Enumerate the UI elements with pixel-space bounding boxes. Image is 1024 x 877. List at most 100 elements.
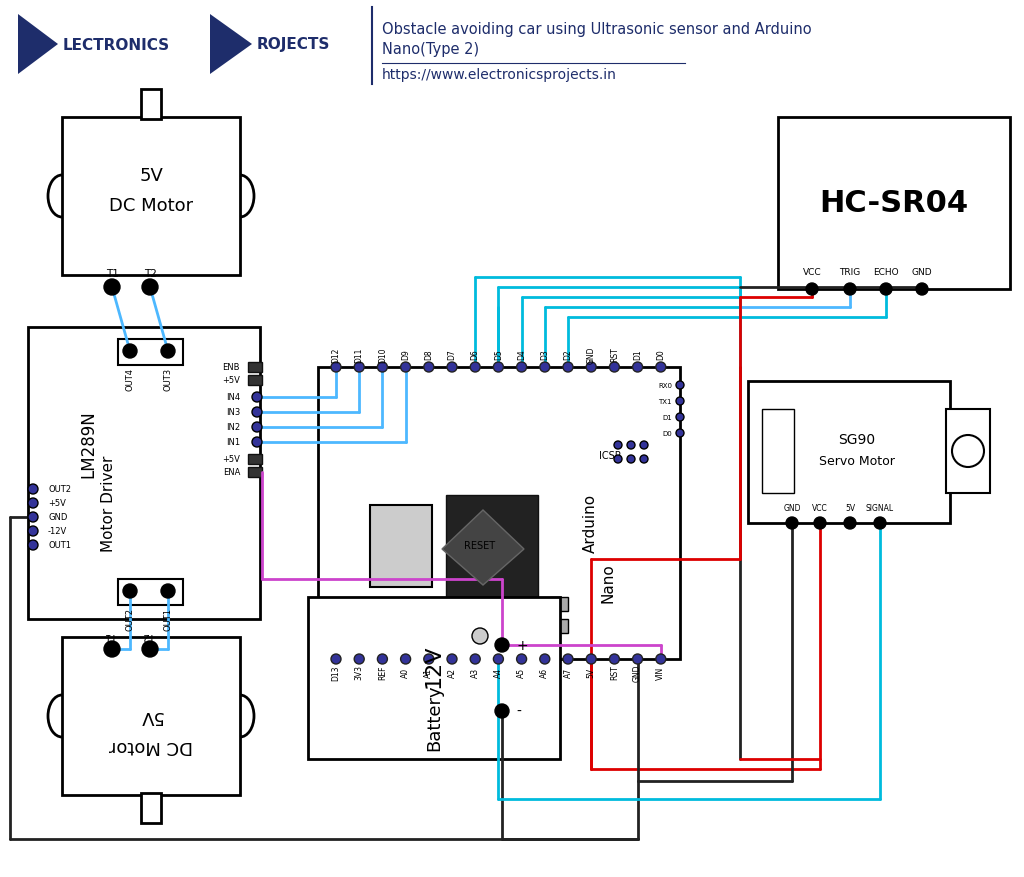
Text: IN4: IN4 bbox=[226, 393, 240, 402]
Circle shape bbox=[424, 654, 434, 664]
Bar bbox=[248, 362, 262, 373]
Bar bbox=[248, 375, 262, 386]
Polygon shape bbox=[442, 510, 524, 585]
Text: T1: T1 bbox=[105, 268, 119, 279]
Circle shape bbox=[655, 654, 666, 664]
Text: TX1: TX1 bbox=[658, 398, 672, 404]
Text: +5V: +5V bbox=[48, 499, 66, 508]
Text: T2: T2 bbox=[143, 631, 157, 640]
Circle shape bbox=[952, 436, 984, 467]
Circle shape bbox=[142, 641, 158, 657]
Polygon shape bbox=[210, 15, 252, 75]
Text: TRIG: TRIG bbox=[840, 268, 860, 277]
Circle shape bbox=[28, 484, 38, 495]
Circle shape bbox=[633, 654, 643, 664]
Text: OUT1: OUT1 bbox=[48, 541, 71, 550]
Text: D2: D2 bbox=[563, 349, 572, 360]
Bar bbox=[248, 454, 262, 465]
Text: IN2: IN2 bbox=[226, 423, 240, 432]
Text: D10: D10 bbox=[378, 347, 387, 362]
Circle shape bbox=[563, 362, 573, 373]
Bar bbox=[118, 339, 183, 366]
Bar bbox=[141, 793, 161, 823]
Text: GND: GND bbox=[633, 664, 642, 681]
Text: A7: A7 bbox=[563, 667, 572, 677]
Text: ICSP: ICSP bbox=[599, 451, 621, 460]
Text: 12V: 12V bbox=[424, 644, 444, 687]
Circle shape bbox=[586, 362, 596, 373]
Text: A0: A0 bbox=[401, 667, 410, 677]
Text: D5: D5 bbox=[494, 349, 503, 360]
Text: ENB: ENB bbox=[222, 363, 240, 372]
Circle shape bbox=[378, 654, 387, 664]
Circle shape bbox=[123, 584, 137, 598]
Text: GND: GND bbox=[48, 513, 68, 522]
Text: 5V: 5V bbox=[139, 167, 163, 185]
Circle shape bbox=[447, 654, 457, 664]
Bar bbox=[550, 619, 568, 633]
Text: HC-SR04: HC-SR04 bbox=[819, 189, 969, 218]
Polygon shape bbox=[18, 15, 58, 75]
Circle shape bbox=[494, 654, 504, 664]
Text: D4: D4 bbox=[517, 349, 526, 360]
Circle shape bbox=[28, 526, 38, 537]
Text: OUT4: OUT4 bbox=[126, 367, 134, 390]
Text: ROJECTS: ROJECTS bbox=[257, 38, 331, 53]
Circle shape bbox=[814, 517, 826, 530]
Circle shape bbox=[786, 517, 798, 530]
Text: D0: D0 bbox=[656, 349, 666, 360]
Circle shape bbox=[540, 362, 550, 373]
Circle shape bbox=[640, 441, 648, 450]
Circle shape bbox=[609, 654, 620, 664]
Text: DC Motor: DC Motor bbox=[109, 196, 194, 215]
Text: -12V: -12V bbox=[48, 527, 68, 536]
Text: SIGNAL: SIGNAL bbox=[866, 504, 894, 513]
Circle shape bbox=[586, 654, 596, 664]
Circle shape bbox=[161, 584, 175, 598]
Text: LECTRONICS: LECTRONICS bbox=[63, 38, 170, 53]
Text: +: + bbox=[516, 638, 527, 652]
Bar bbox=[62, 638, 240, 795]
Circle shape bbox=[844, 283, 856, 296]
Text: GND: GND bbox=[911, 268, 932, 277]
Text: D7: D7 bbox=[447, 349, 457, 360]
Text: RST: RST bbox=[610, 665, 618, 680]
Bar bbox=[318, 367, 680, 660]
Text: OUT3: OUT3 bbox=[164, 367, 172, 390]
Bar bbox=[466, 623, 494, 650]
Text: T1: T1 bbox=[105, 631, 119, 640]
Circle shape bbox=[516, 654, 526, 664]
Text: 5V: 5V bbox=[845, 504, 855, 513]
Circle shape bbox=[123, 345, 137, 359]
Bar bbox=[141, 90, 161, 120]
Circle shape bbox=[354, 362, 365, 373]
Text: GND: GND bbox=[783, 504, 801, 513]
Circle shape bbox=[614, 441, 622, 450]
Text: Arduino: Arduino bbox=[583, 493, 597, 552]
Circle shape bbox=[472, 628, 488, 645]
Text: D6: D6 bbox=[471, 349, 479, 360]
Circle shape bbox=[676, 381, 684, 389]
Text: A1: A1 bbox=[424, 667, 433, 677]
Text: SG90: SG90 bbox=[839, 432, 876, 446]
Bar bbox=[778, 118, 1010, 289]
Circle shape bbox=[400, 362, 411, 373]
Text: DC Motor: DC Motor bbox=[109, 736, 194, 754]
Circle shape bbox=[354, 654, 365, 664]
Text: D3: D3 bbox=[541, 349, 549, 360]
Text: RESET: RESET bbox=[465, 540, 496, 551]
Text: IN1: IN1 bbox=[226, 438, 240, 447]
Text: D1: D1 bbox=[663, 415, 672, 420]
Text: VIN: VIN bbox=[656, 666, 666, 679]
Text: ECHO: ECHO bbox=[873, 268, 899, 277]
Bar bbox=[748, 381, 950, 524]
Circle shape bbox=[676, 414, 684, 422]
Bar bbox=[446, 496, 538, 603]
Text: OUT1: OUT1 bbox=[164, 607, 172, 631]
Circle shape bbox=[28, 540, 38, 551]
Bar bbox=[370, 505, 432, 588]
Circle shape bbox=[640, 455, 648, 463]
Text: D0: D0 bbox=[663, 431, 672, 437]
Circle shape bbox=[252, 438, 262, 447]
Text: GND: GND bbox=[587, 346, 596, 363]
